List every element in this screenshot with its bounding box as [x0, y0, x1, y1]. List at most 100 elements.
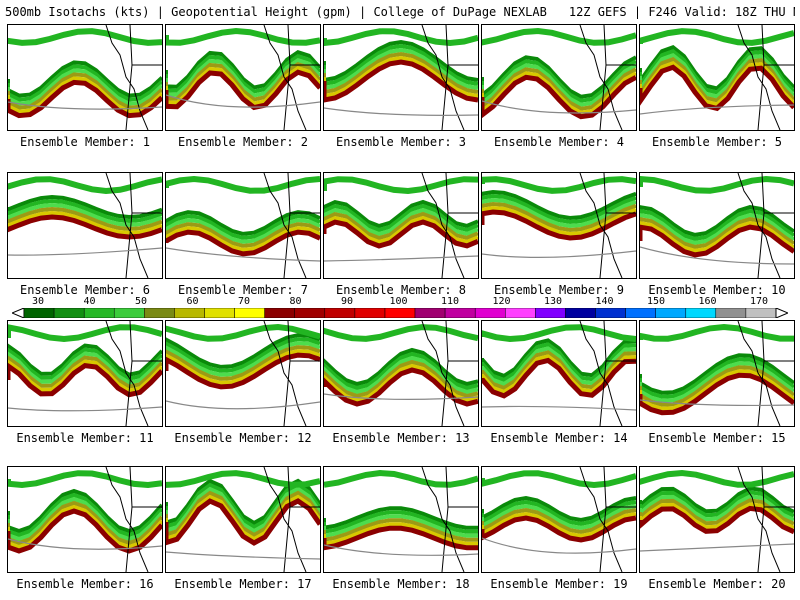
jet-band: [166, 337, 320, 373]
jet-band: [482, 71, 636, 115]
coastline: [737, 173, 794, 278]
ensemble-member-label: Ensemble Member: 18: [332, 577, 470, 591]
jet-band: [482, 205, 636, 237]
jet-band: [8, 210, 162, 236]
height-contour: [482, 405, 636, 411]
ensemble-member-label: Ensemble Member: 3: [335, 135, 467, 149]
ensemble-member-label: Ensemble Member: 8: [335, 283, 467, 297]
ensemble-member-label: Ensemble Member: 6: [19, 283, 151, 297]
jet-band: [640, 221, 794, 253]
jet-band: [640, 353, 794, 395]
jet-band: [8, 351, 162, 385]
ensemble-member-label: Ensemble Member: 9: [493, 283, 625, 297]
ensemble-map-panel: [481, 172, 637, 279]
height-contour: [482, 537, 636, 554]
jet-band: [324, 525, 478, 551]
jet-band: [640, 505, 794, 535]
ensemble-map-panel: [7, 24, 163, 131]
colorbar-swatch: [595, 308, 626, 318]
coastline: [421, 467, 478, 572]
jet-band: [166, 57, 320, 98]
coastline: [105, 173, 162, 278]
jet-band: [482, 209, 636, 241]
jet-band: [324, 506, 478, 530]
jet-band: [640, 205, 794, 237]
jet-band: [166, 214, 320, 240]
ensemble-map-panel: [323, 466, 479, 573]
colorbar-swatch: [565, 308, 596, 318]
jet-band: [640, 209, 794, 241]
colorbar-swatch: [655, 308, 687, 318]
ensemble-map-panel: [165, 24, 321, 131]
coastline: [105, 25, 162, 130]
ensemble-member-label: Ensemble Member: 1: [19, 135, 151, 149]
jet-band: [166, 333, 320, 369]
jet-band: [8, 488, 162, 534]
jet-band: [8, 198, 162, 224]
colorbar-tick-label: 160: [698, 296, 717, 307]
coastline: [579, 467, 636, 572]
height-contour: [8, 538, 162, 550]
isotach-map: [324, 25, 478, 130]
coastline: [263, 321, 320, 426]
isotach-map: [166, 467, 320, 572]
coastline: [263, 173, 320, 278]
colorbar-swatch: [625, 308, 656, 318]
colorbar-swatch: [204, 308, 235, 318]
ensemble-member-label: Ensemble Member: 16: [16, 577, 154, 591]
jet-band: [8, 347, 162, 381]
jet-band: [8, 194, 162, 220]
jet-band: [640, 365, 794, 407]
ensemble-member-label: Ensemble Member: 19: [490, 577, 628, 591]
height-contour: [482, 100, 636, 114]
header-run-info: 12Z GEFS | F246 Valid: 18Z THU NOV 27 20…: [568, 5, 795, 19]
coastline: [737, 467, 794, 572]
colorbar-swatch: [294, 308, 326, 318]
jet-band: [166, 498, 320, 546]
jet-band: [8, 470, 162, 489]
isotach-map: [8, 321, 162, 426]
height-contour: [640, 543, 794, 552]
colorbar-tick-label: 70: [237, 296, 251, 307]
colorbar-swatch: [324, 308, 356, 318]
jet-band: [8, 60, 162, 98]
jet-band: [640, 49, 794, 95]
jet-band: [640, 57, 794, 103]
colorbar-tick-label: 170: [749, 296, 769, 307]
isotach-map: [640, 467, 794, 572]
jet-band: [324, 176, 478, 195]
ensemble-map-panel: [639, 320, 795, 427]
height-contour: [640, 104, 794, 115]
jet-band: [324, 51, 478, 95]
ensemble-map-panel: [323, 320, 479, 427]
header-title: 500mb Isotachs (kts) | Geopotential Heig…: [5, 5, 547, 19]
isotach-map: [324, 321, 478, 426]
colorbar-tick-label: 140: [595, 296, 614, 307]
jet-band: [8, 72, 162, 110]
jet-band: [166, 210, 320, 236]
ensemble-member-label: Ensemble Member: 17: [174, 577, 312, 591]
jet-band: [166, 486, 320, 534]
jet-band: [166, 222, 320, 248]
jet-band: [324, 355, 478, 395]
jet-band: [482, 324, 636, 343]
colorbar-swatch: [234, 308, 265, 318]
colorbar-tick-label: 120: [492, 296, 511, 307]
colorbar-tick-label: 150: [646, 296, 666, 307]
ensemble-member-label: Ensemble Member: 7: [177, 283, 309, 297]
isotach-map: [640, 25, 794, 130]
ensemble-member-label: Ensemble Member: 20: [648, 577, 786, 591]
colorbar-swatch: [535, 308, 566, 318]
colorbar-swatch: [505, 308, 536, 318]
ensemble-map-panel: [7, 466, 163, 573]
ensemble-map-panel: [165, 172, 321, 279]
coastline: [421, 173, 478, 278]
jet-band: [640, 369, 794, 411]
coastline: [421, 25, 478, 130]
ensemble-map-panel: [7, 320, 163, 427]
jet-band: [482, 338, 636, 379]
colorbar-swatch: [264, 308, 295, 318]
jet-band: [324, 199, 478, 229]
jet-band: [640, 323, 794, 342]
jet-band: [482, 470, 636, 489]
